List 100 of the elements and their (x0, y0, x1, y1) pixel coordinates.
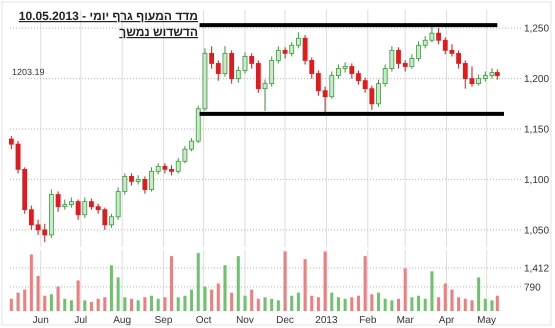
candlestick (42, 223, 48, 242)
x-tick-label: Apr (438, 315, 456, 326)
candlestick (8, 136, 14, 150)
bar (223, 265, 226, 311)
bar (470, 300, 474, 311)
bar (10, 298, 13, 311)
bar (63, 298, 66, 311)
bar (203, 286, 206, 311)
bar (276, 300, 280, 311)
candlestick (269, 56, 274, 88)
candlestick (490, 68, 494, 80)
candlestick (249, 52, 254, 69)
bar (264, 297, 266, 311)
bar (477, 277, 480, 311)
x-tick-label: Sep (154, 315, 173, 326)
candlestick (102, 207, 108, 230)
bar (450, 290, 454, 311)
bar (336, 297, 340, 311)
candlestick (236, 66, 241, 84)
bar (270, 298, 274, 311)
bar (424, 298, 427, 311)
x-tick-label: Oct (196, 315, 212, 326)
y-tick-label: 1,412 (524, 263, 550, 274)
bar (156, 298, 160, 311)
candlestick (76, 199, 80, 220)
x-tick-label: Nov (236, 315, 254, 326)
candlestick (142, 176, 148, 194)
candlestick (122, 172, 128, 196)
bar (36, 276, 40, 311)
bar (43, 296, 46, 311)
bar (397, 298, 400, 311)
bar (384, 298, 387, 311)
candlestick (69, 197, 74, 208)
bar (50, 294, 53, 311)
bar (130, 298, 133, 311)
candlestick (242, 52, 248, 74)
bar (350, 297, 354, 311)
candlestick (442, 36, 448, 55)
bar (376, 292, 380, 311)
annotation: 1203.19 (12, 67, 45, 78)
candlestick (276, 46, 281, 64)
bar (496, 296, 499, 311)
x-tick-label: Dec (276, 315, 294, 326)
bar (196, 253, 200, 311)
bar (123, 297, 126, 311)
candlestick (369, 85, 374, 110)
candlestick (222, 46, 228, 78)
candlestick (136, 174, 141, 185)
x-tick-label: 2013 (315, 315, 338, 326)
y-tick-label: 1,250 (524, 24, 550, 35)
bar (110, 265, 113, 311)
candlestick (436, 28, 441, 45)
bar (364, 256, 367, 311)
bar (390, 300, 394, 311)
candlestick (296, 32, 301, 49)
candlestick (482, 71, 488, 82)
bar (116, 277, 120, 311)
candlestick (476, 74, 482, 86)
x-tick-label: Jul (74, 315, 88, 326)
y-tick-label: 1,200 (524, 74, 550, 86)
candlestick (129, 172, 134, 186)
bar (310, 296, 314, 311)
bar (490, 300, 494, 311)
bar (290, 296, 294, 311)
bar (76, 280, 80, 311)
bar (316, 297, 320, 311)
candlestick (429, 26, 434, 43)
bar (464, 298, 467, 311)
x-tick-label: Mar (396, 315, 414, 326)
candlestick (149, 166, 154, 192)
candlestick (396, 46, 401, 69)
x-tick-label: Aug (113, 315, 132, 326)
bar (210, 290, 214, 311)
candlestick (470, 66, 474, 88)
bar (23, 290, 26, 311)
bar (243, 296, 246, 311)
candlestick (289, 42, 294, 57)
bar (96, 298, 100, 311)
bar (216, 284, 220, 311)
bar (437, 297, 440, 311)
bar (183, 296, 186, 311)
bar (143, 297, 146, 311)
bar (190, 290, 194, 311)
bar (417, 296, 420, 311)
bar (330, 292, 334, 311)
bar (136, 300, 140, 311)
bar (370, 294, 374, 311)
y-tick-label: 1,150 (524, 124, 550, 136)
y-tick-label: 1,100 (524, 174, 550, 186)
candlestick (376, 79, 381, 108)
bar (444, 284, 447, 311)
candlestick (302, 34, 308, 65)
x-tick-label: Feb (359, 315, 377, 326)
bar (296, 292, 300, 311)
y-tick-label: 1,050 (524, 225, 550, 236)
bar (344, 298, 347, 311)
candlestick (402, 60, 408, 72)
bar (484, 298, 487, 311)
candlestick (176, 158, 181, 174)
candlestick (462, 60, 468, 90)
